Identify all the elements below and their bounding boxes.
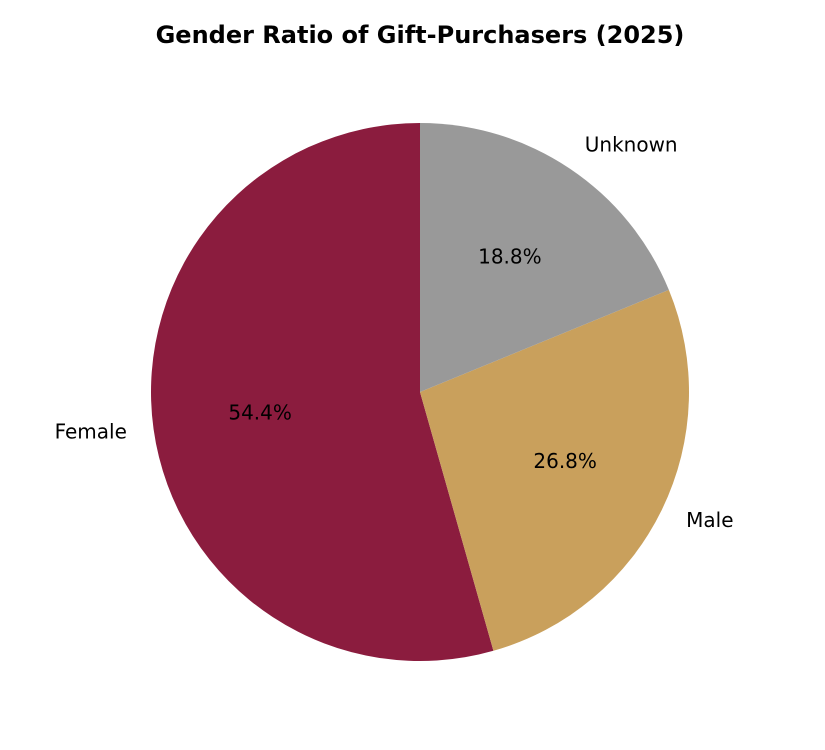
value-label: 54.4% xyxy=(228,401,292,425)
pie-slice xyxy=(420,289,689,651)
chart-title: Gender Ratio of Gift-Purchasers (2025) xyxy=(156,21,685,49)
slice-label: Male xyxy=(686,508,733,532)
pie-slice xyxy=(150,123,494,661)
value-label: 18.8% xyxy=(478,244,542,268)
pie-slice xyxy=(420,123,669,392)
value-label: 26.8% xyxy=(533,449,597,473)
slice-label: Unknown xyxy=(585,133,678,157)
slice-label: Female xyxy=(55,419,127,443)
